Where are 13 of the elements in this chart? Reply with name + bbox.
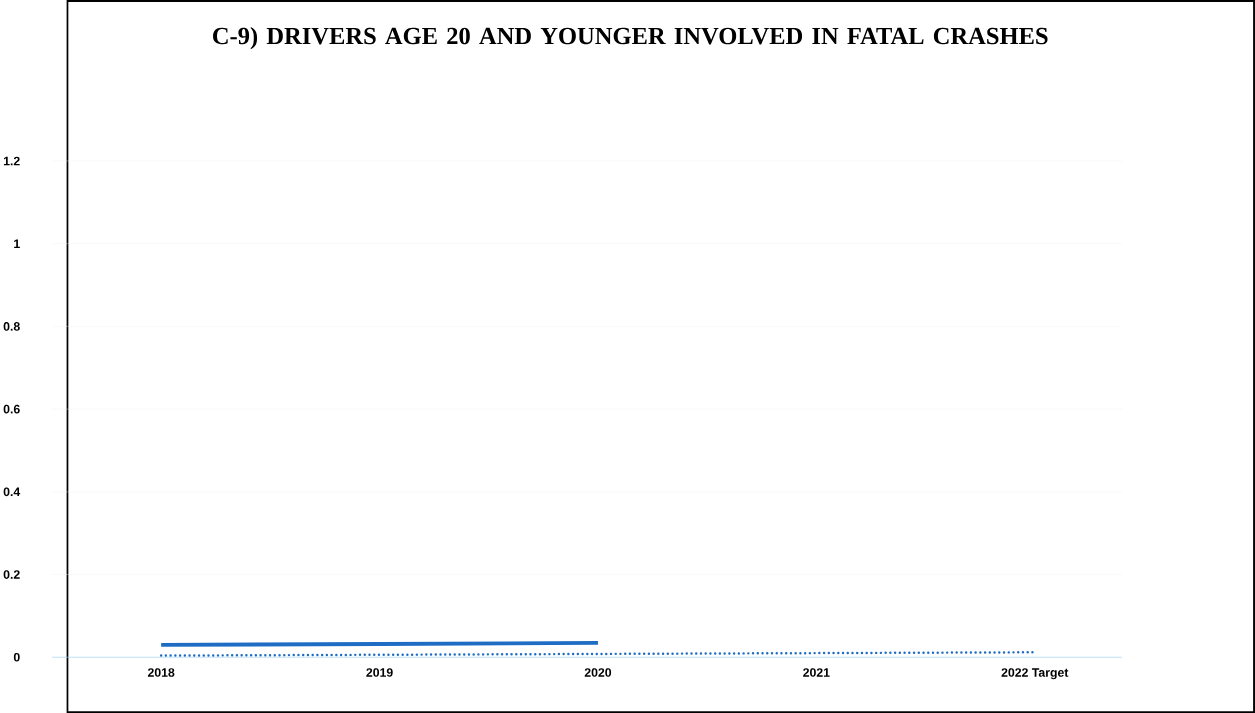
- y-tick-label: 0: [13, 652, 20, 662]
- x-tick-label: 2020: [584, 668, 612, 677]
- y-tick-label: 0.8: [3, 322, 20, 331]
- x-tick-label: 2019: [366, 668, 393, 677]
- x-tick-label: 2021: [803, 668, 830, 677]
- y-tick-label: 0.2: [3, 570, 20, 579]
- chart-title: C-9) DRIVERS AGE 20 AND YOUNGER INVOLVED IN FATAL CRASHES: [213, 26, 1048, 50]
- x-tick-label: 2022 Target: [1001, 668, 1069, 680]
- y-tick-label: 1.2: [3, 156, 20, 166]
- y-tick-label: 0.6: [3, 404, 20, 414]
- y-tick-label: 1: [14, 239, 20, 248]
- x-tick-label: 2018: [147, 668, 175, 677]
- y-tick-label: 0.4: [3, 487, 21, 497]
